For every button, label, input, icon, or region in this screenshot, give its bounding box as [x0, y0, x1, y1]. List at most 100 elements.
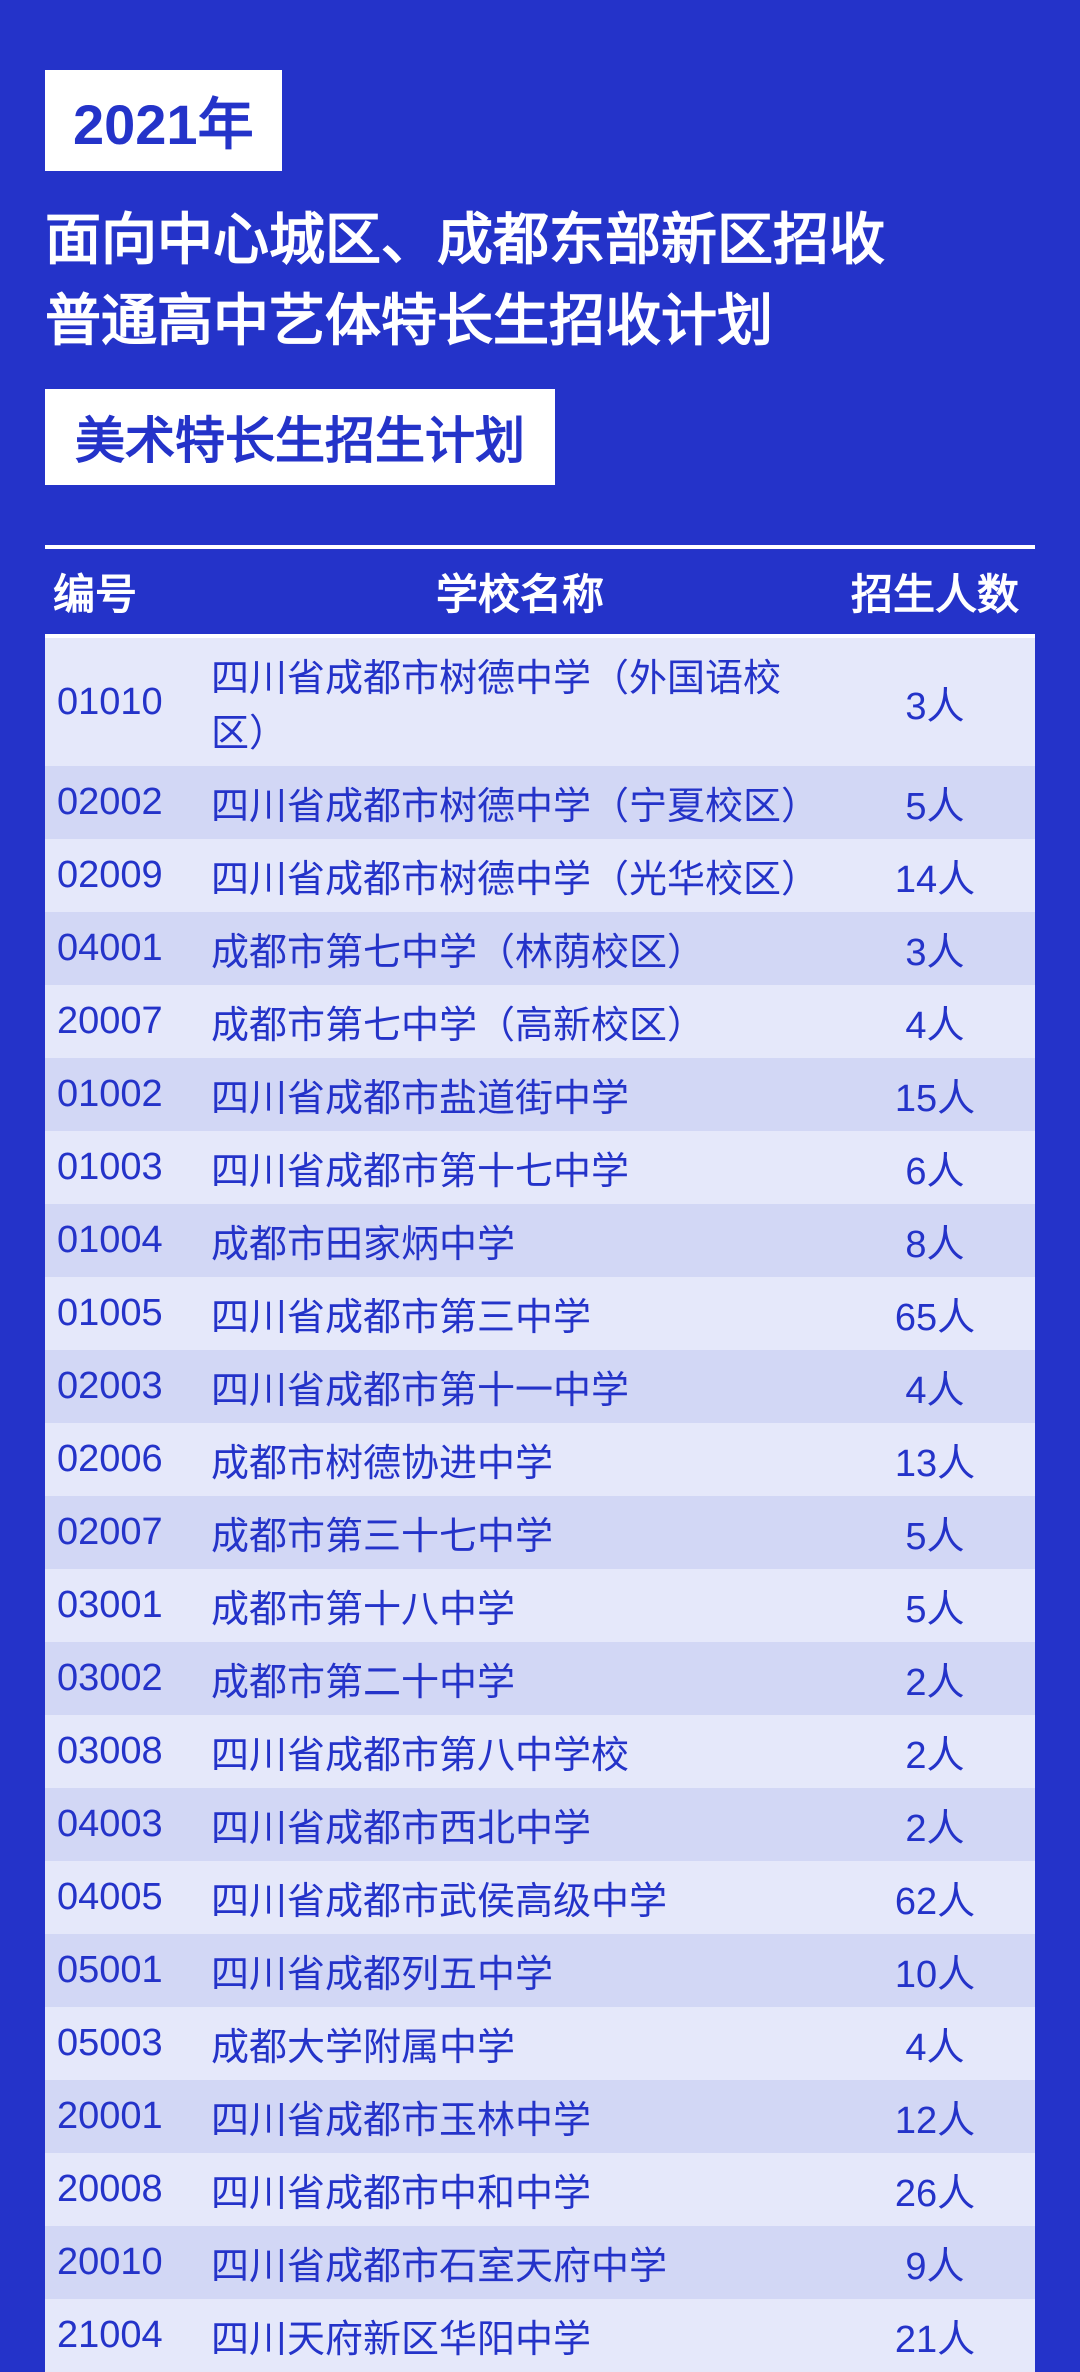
- cell-school-name: 成都市树德协进中学: [205, 1423, 835, 1496]
- cell-id: 02003: [45, 1356, 205, 1417]
- cell-count: 14人: [835, 839, 1035, 912]
- cell-id: 02007: [45, 1502, 205, 1563]
- cell-count: 4人: [835, 1350, 1035, 1423]
- cell-school-name: 成都市田家炳中学: [205, 1204, 835, 1277]
- table-row: 03008四川省成都市第八中学校2人: [45, 1715, 1035, 1788]
- cell-id: 21004: [45, 2305, 205, 2366]
- enrollment-table: 编号 学校名称 招生人数 01010四川省成都市树德中学（外国语校区）3人020…: [45, 545, 1035, 2372]
- cell-count: 4人: [835, 2007, 1035, 2080]
- table-row: 20008四川省成都市中和中学26人: [45, 2153, 1035, 2226]
- table-row: 01003四川省成都市第十七中学6人: [45, 1131, 1035, 1204]
- main-title: 面向中心城区、成都东部新区招收 普通高中艺体特长生招收计划: [45, 199, 1035, 361]
- cell-count: 5人: [835, 1496, 1035, 1569]
- cell-school-name: 成都市第七中学（林荫校区）: [205, 912, 835, 985]
- table-row: 05001四川省成都列五中学10人: [45, 1934, 1035, 2007]
- cell-count: 65人: [835, 1277, 1035, 1350]
- cell-count: 2人: [835, 1642, 1035, 1715]
- cell-school-name: 四川省成都市第三中学: [205, 1277, 835, 1350]
- cell-school-name: 成都市第三十七中学: [205, 1496, 835, 1569]
- table-row: 02002四川省成都市树德中学（宁夏校区）5人: [45, 766, 1035, 839]
- cell-id: 01002: [45, 1064, 205, 1125]
- cell-school-name: 四川省成都市西北中学: [205, 1788, 835, 1861]
- table-row: 01005四川省成都市第三中学65人: [45, 1277, 1035, 1350]
- cell-id: 04001: [45, 918, 205, 979]
- cell-school-name: 四川省成都市武侯高级中学: [205, 1861, 835, 1934]
- table-row: 05003成都大学附属中学4人: [45, 2007, 1035, 2080]
- cell-count: 13人: [835, 1423, 1035, 1496]
- cell-school-name: 四川省成都市盐道街中学: [205, 1058, 835, 1131]
- cell-school-name: 四川天府新区华阳中学: [205, 2299, 835, 2372]
- table-row: 04005四川省成都市武侯高级中学62人: [45, 1861, 1035, 1934]
- cell-count: 3人: [835, 666, 1035, 739]
- cell-count: 2人: [835, 1715, 1035, 1788]
- title-line-2: 普通高中艺体特长生招收计划: [45, 280, 1035, 361]
- cell-school-name: 成都市第二十中学: [205, 1642, 835, 1715]
- header-count: 招生人数: [835, 549, 1035, 634]
- cell-school-name: 四川省成都市树德中学（光华校区）: [205, 839, 835, 912]
- cell-id: 20007: [45, 991, 205, 1052]
- cell-count: 10人: [835, 1934, 1035, 2007]
- cell-school-name: 成都市第十八中学: [205, 1569, 835, 1642]
- header-name: 学校名称: [205, 549, 835, 634]
- cell-school-name: 四川省成都市第十七中学: [205, 1131, 835, 1204]
- table-row: 01004成都市田家炳中学8人: [45, 1204, 1035, 1277]
- header-section: 2021年 面向中心城区、成都东部新区招收 普通高中艺体特长生招收计划 美术特长…: [45, 70, 1035, 485]
- cell-school-name: 四川省成都市玉林中学: [205, 2080, 835, 2153]
- table-row: 03001成都市第十八中学5人: [45, 1569, 1035, 1642]
- table-header: 编号 学校名称 招生人数: [45, 545, 1035, 638]
- table-row: 01002四川省成都市盐道街中学15人: [45, 1058, 1035, 1131]
- table-row: 20007成都市第七中学（高新校区）4人: [45, 985, 1035, 1058]
- cell-id: 01003: [45, 1137, 205, 1198]
- cell-count: 4人: [835, 985, 1035, 1058]
- cell-count: 2人: [835, 1788, 1035, 1861]
- cell-count: 8人: [835, 1204, 1035, 1277]
- cell-id: 04003: [45, 1794, 205, 1855]
- cell-id: 02009: [45, 845, 205, 906]
- cell-count: 5人: [835, 1569, 1035, 1642]
- cell-count: 5人: [835, 766, 1035, 839]
- cell-id: 02002: [45, 772, 205, 833]
- table-row: 02003四川省成都市第十一中学4人: [45, 1350, 1035, 1423]
- cell-id: 01010: [45, 672, 205, 733]
- cell-school-name: 四川省成都市石室天府中学: [205, 2226, 835, 2299]
- cell-count: 15人: [835, 1058, 1035, 1131]
- table-row: 03002成都市第二十中学2人: [45, 1642, 1035, 1715]
- cell-id: 02006: [45, 1429, 205, 1490]
- year-badge: 2021年: [45, 70, 282, 171]
- cell-id: 03002: [45, 1648, 205, 1709]
- table-body: 01010四川省成都市树德中学（外国语校区）3人02002四川省成都市树德中学（…: [45, 638, 1035, 2372]
- cell-count: 6人: [835, 1131, 1035, 1204]
- table-row: 20010四川省成都市石室天府中学9人: [45, 2226, 1035, 2299]
- table-row: 20001四川省成都市玉林中学12人: [45, 2080, 1035, 2153]
- cell-id: 03008: [45, 1721, 205, 1782]
- cell-count: 9人: [835, 2226, 1035, 2299]
- title-line-1: 面向中心城区、成都东部新区招收: [45, 199, 1035, 280]
- cell-id: 20010: [45, 2232, 205, 2293]
- cell-count: 21人: [835, 2299, 1035, 2372]
- cell-school-name: 四川省成都市树德中学（宁夏校区）: [205, 766, 835, 839]
- cell-school-name: 成都大学附属中学: [205, 2007, 835, 2080]
- sub-badge: 美术特长生招生计划: [45, 389, 555, 485]
- cell-school-name: 四川省成都列五中学: [205, 1934, 835, 2007]
- table-row: 04001成都市第七中学（林荫校区）3人: [45, 912, 1035, 985]
- table-row: 02009四川省成都市树德中学（光华校区）14人: [45, 839, 1035, 912]
- page-container: 2021年 面向中心城区、成都东部新区招收 普通高中艺体特长生招收计划 美术特长…: [0, 0, 1080, 2052]
- cell-id: 05003: [45, 2013, 205, 2074]
- cell-count: 62人: [835, 1861, 1035, 1934]
- table-row: 02006成都市树德协进中学13人: [45, 1423, 1035, 1496]
- cell-id: 04005: [45, 1867, 205, 1928]
- cell-school-name: 四川省成都市树德中学（外国语校区）: [205, 638, 835, 766]
- cell-id: 20001: [45, 2086, 205, 2147]
- cell-id: 01005: [45, 1283, 205, 1344]
- cell-school-name: 成都市第七中学（高新校区）: [205, 985, 835, 1058]
- cell-id: 20008: [45, 2159, 205, 2220]
- cell-school-name: 四川省成都市第八中学校: [205, 1715, 835, 1788]
- cell-school-name: 四川省成都市第十一中学: [205, 1350, 835, 1423]
- table-row: 21004四川天府新区华阳中学21人: [45, 2299, 1035, 2372]
- cell-id: 01004: [45, 1210, 205, 1271]
- table-row: 01010四川省成都市树德中学（外国语校区）3人: [45, 638, 1035, 766]
- cell-count: 26人: [835, 2153, 1035, 2226]
- cell-id: 05001: [45, 1940, 205, 2001]
- header-id: 编号: [45, 549, 205, 634]
- table-row: 04003四川省成都市西北中学2人: [45, 1788, 1035, 1861]
